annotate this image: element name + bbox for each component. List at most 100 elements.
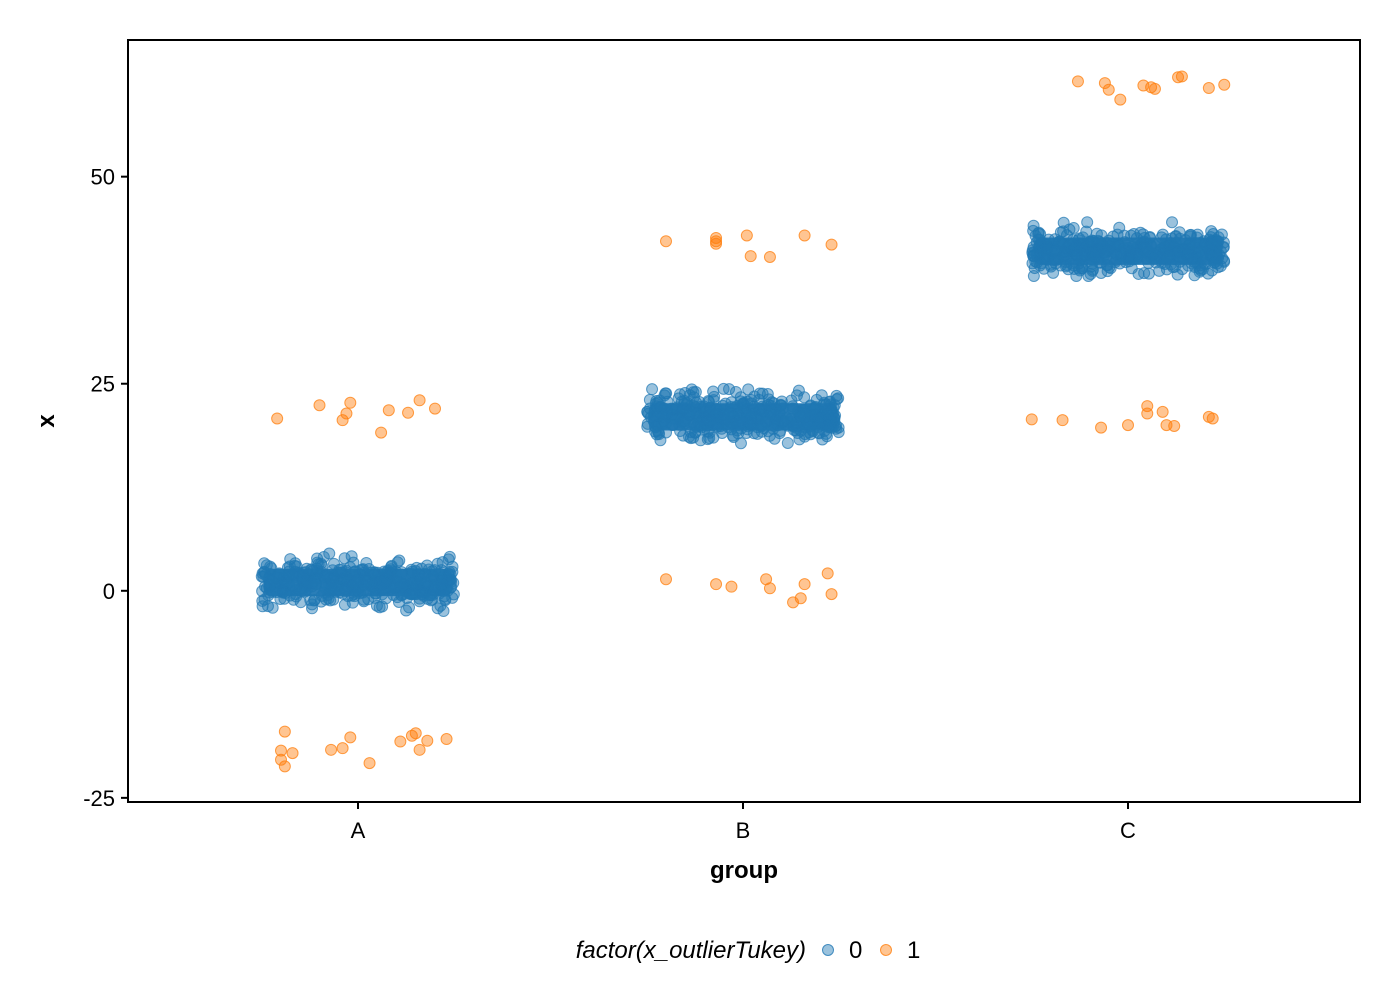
inlier-point	[660, 407, 673, 420]
inlier-point	[290, 590, 303, 603]
inlier-point	[348, 587, 361, 600]
x-tick-label: A	[351, 818, 366, 843]
inlier-point	[1027, 270, 1040, 283]
inlier-point	[1071, 249, 1084, 262]
outlier-point	[744, 250, 757, 263]
inlier-point	[1188, 269, 1201, 282]
y-tick-label: 0	[103, 579, 115, 604]
inlier-point	[324, 571, 337, 584]
inlier-point	[718, 413, 731, 426]
inlier-point	[794, 410, 807, 423]
inlier-point	[684, 405, 697, 418]
inlier-point	[821, 408, 834, 421]
outlier-point	[794, 592, 807, 605]
inlier-point	[1118, 236, 1131, 249]
inlier-point	[1154, 251, 1167, 264]
outlier-point	[660, 235, 672, 248]
inlier-point	[665, 402, 678, 415]
outlier-point	[313, 399, 326, 412]
outlier-point	[1202, 82, 1215, 95]
inlier-point	[1212, 235, 1225, 248]
outlier-point	[1168, 419, 1181, 432]
inlier-point	[1081, 216, 1094, 229]
inlier-point	[1153, 264, 1166, 277]
inlier-point	[360, 575, 373, 588]
outlier-point	[763, 582, 776, 595]
inlier-point	[1205, 264, 1218, 277]
inlier-point	[312, 558, 325, 571]
outlier-points	[271, 70, 1231, 773]
inlier-point	[258, 557, 271, 570]
outlier-point	[382, 404, 395, 417]
inlier-point	[692, 417, 705, 430]
inlier-point	[1047, 266, 1060, 279]
inlier-point	[1089, 250, 1102, 263]
inlier-point	[810, 393, 823, 406]
inlier-point	[802, 420, 815, 433]
inlier-point	[356, 586, 369, 599]
outlier-point	[325, 743, 338, 756]
inlier-point	[1166, 216, 1179, 229]
outlier-point	[710, 578, 723, 591]
y-axis-title: x	[33, 414, 60, 428]
inlier-point	[775, 395, 788, 408]
inlier-point	[798, 391, 811, 404]
outlier-point	[375, 426, 388, 439]
x-tick-label: C	[1120, 818, 1136, 843]
inlier-point	[781, 436, 794, 449]
inlier-point	[1060, 246, 1073, 259]
inlier-point	[269, 571, 282, 584]
inlier-point	[365, 566, 378, 579]
inlier-point	[338, 598, 351, 611]
inlier-point	[319, 578, 332, 591]
inlier-point	[677, 429, 690, 442]
outlier-point	[740, 229, 753, 242]
outlier-point	[413, 743, 426, 756]
inlier-point	[689, 386, 702, 399]
outlier-point	[409, 727, 422, 740]
inlier-point	[343, 561, 356, 574]
inlier-point	[1182, 246, 1195, 259]
inlier-point	[306, 580, 319, 593]
outlier-point	[825, 238, 838, 251]
inlier-point	[415, 585, 428, 598]
inlier-point	[732, 419, 745, 432]
inlier-point	[442, 553, 455, 566]
outlier-point	[825, 588, 838, 601]
outlier-point	[660, 573, 672, 586]
outlier-point	[1114, 93, 1127, 106]
inlier-point	[817, 398, 830, 411]
inlier-point	[1205, 225, 1218, 238]
inlier-point	[1057, 225, 1070, 238]
inlier-point	[436, 556, 449, 569]
inlier-point	[707, 385, 720, 398]
inlier-point	[1185, 252, 1198, 265]
outlier-point	[336, 414, 349, 427]
outlier-point	[344, 731, 357, 744]
outlier-point	[421, 734, 434, 747]
y-tick-label: 25	[91, 372, 115, 397]
inlier-point	[289, 557, 302, 570]
inlier-point	[1168, 260, 1181, 273]
inlier-point	[703, 413, 716, 426]
inlier-point	[1050, 245, 1063, 258]
inlier-point	[421, 559, 434, 572]
inlier-point	[780, 412, 793, 425]
outlier-point	[275, 753, 287, 766]
inlier-point	[732, 427, 745, 440]
inlier-point	[1086, 257, 1099, 270]
inlier-point	[1212, 248, 1225, 261]
y-tick-label: 50	[91, 165, 115, 190]
inlier-point	[673, 388, 686, 401]
inlier-point	[1037, 236, 1050, 249]
inlier-point	[255, 570, 268, 583]
inlier-point	[711, 420, 724, 433]
outlier-point	[798, 578, 811, 591]
inlier-point	[256, 600, 269, 613]
outlier-point	[1156, 405, 1169, 418]
inlier-point	[437, 605, 450, 618]
outlier-point	[271, 412, 284, 425]
inlier-point	[786, 402, 799, 415]
inlier-point	[830, 389, 843, 402]
inlier-point	[395, 568, 408, 581]
